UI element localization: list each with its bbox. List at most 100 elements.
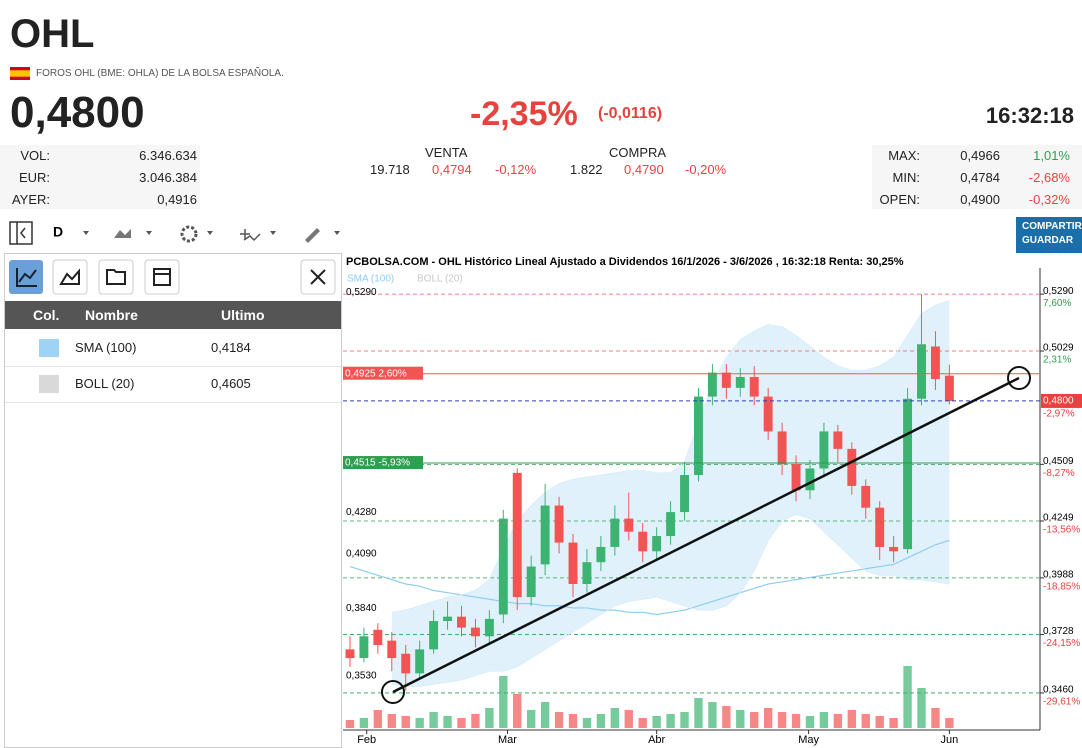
- compra-price: 0,4790: [624, 162, 664, 177]
- legend-entry: BOLL (20): [417, 274, 463, 285]
- stats-left: VOL: 6.346.634 EUR: 3.046.384 AYER: 0,49…: [0, 145, 200, 209]
- price: 0,4800: [10, 88, 145, 137]
- indicators[interactable]: [240, 229, 261, 242]
- volume-bar: [527, 710, 536, 728]
- boll-lower: [391, 513, 950, 687]
- draw-tools[interactable]: [305, 228, 320, 243]
- stat-label: EUR:: [18, 170, 50, 185]
- price-label: 0,4280: [346, 507, 377, 518]
- candle-body: [359, 636, 369, 659]
- indicator-panel: Col. Nombre Ultimo SMA (100) 0,4184 BOLL (…: [4, 253, 342, 748]
- y-tick-pct: -18,85%: [1043, 582, 1080, 593]
- candle-body: [512, 472, 522, 598]
- icon-folder[interactable]: [98, 259, 134, 295]
- venta-qty: 19.718: [370, 162, 410, 177]
- volume-bar: [875, 716, 884, 728]
- volume-bar: [401, 716, 410, 728]
- volume-bar: [359, 718, 369, 728]
- cell: 0,4605: [211, 376, 251, 391]
- candle-body: [596, 546, 606, 563]
- cell: 0,4184: [211, 340, 251, 355]
- volume-bar: [554, 712, 564, 728]
- y-tick-pct: -29,61%: [1043, 697, 1080, 708]
- volume-bar: [471, 714, 480, 728]
- volume-bar: [722, 706, 731, 728]
- candle-body: [666, 512, 676, 537]
- x-tick-label: Abr: [648, 734, 665, 746]
- stat-label: MIN:: [892, 170, 920, 185]
- stat-pct: -0,32%: [1028, 192, 1070, 207]
- volume-bar: [345, 720, 355, 728]
- price-label: 0,3840: [346, 603, 377, 614]
- level-tag: [343, 456, 423, 470]
- price-label: 0,4090: [346, 548, 377, 559]
- stat-value: 3.046.384: [139, 170, 197, 185]
- volume-bar: [596, 714, 606, 728]
- icon-indicators[interactable]: [9, 260, 43, 294]
- chart: PCBOLSA.COM - OHL Histórico Lineal Ajust…: [343, 256, 1082, 746]
- candle-body: [470, 627, 480, 637]
- compra-label: COMPRA: [609, 145, 667, 160]
- price-label: 0,3530: [346, 670, 377, 681]
- stat-value: 0,4900: [960, 192, 1000, 207]
- stat-label: AYER:: [11, 192, 50, 207]
- settings[interactable]: [180, 225, 198, 243]
- volume-bar: [708, 702, 717, 728]
- candle-body: [833, 431, 843, 449]
- level-label: 0,4515 -5,93%: [345, 458, 410, 469]
- panel-row[interactable]: BOLL (20) 0,4605: [5, 366, 341, 403]
- icon-calendar[interactable]: [144, 259, 180, 295]
- chart-title: PCBOLSA.COM - OHL Histórico Lineal Ajust…: [346, 256, 904, 268]
- trend-handle[interactable]: [381, 680, 405, 704]
- candle-body: [443, 616, 453, 622]
- y-tick-pct: -13,56%: [1043, 525, 1080, 536]
- color-swatch: [39, 339, 59, 357]
- stat-label: MAX:: [888, 148, 920, 163]
- boll-upper: [391, 300, 950, 613]
- price-label: 0,5290: [346, 287, 377, 298]
- chart-type[interactable]: [114, 229, 131, 238]
- volume-bar: [833, 714, 843, 728]
- candle-body: [819, 431, 829, 469]
- x-tick-label: May: [798, 734, 819, 746]
- stat-label: OPEN:: [879, 192, 920, 207]
- plot: 0,52907,60%0,50292,31%0,4509-8,27%0,4249…: [343, 274, 1082, 746]
- volume-bar: [568, 714, 578, 728]
- sma-line: [349, 539, 950, 616]
- volume-bar: [582, 718, 592, 728]
- y-tick-label: 0,5290: [1043, 286, 1074, 297]
- candle-body: [930, 346, 940, 380]
- toggle-panel[interactable]: [9, 221, 33, 245]
- y-tick-label: 0,3988: [1043, 570, 1074, 581]
- panel-row[interactable]: SMA (100) 0,4184: [5, 330, 341, 367]
- candle-body: [917, 344, 926, 399]
- candle-body: [903, 398, 913, 550]
- candle-body: [345, 649, 355, 659]
- stat-value: 6.346.634: [139, 148, 197, 163]
- candle-body: [415, 649, 425, 674]
- candle-body: [429, 621, 439, 650]
- cell: SMA (100): [75, 340, 137, 355]
- venta-price: 0,4794: [432, 162, 472, 177]
- candle-body: [387, 640, 397, 659]
- candle-body: [694, 396, 703, 476]
- y-tick-pct: 2,31%: [1043, 355, 1071, 366]
- legend-entry: SMA (100): [347, 274, 394, 285]
- time: 16:32:18: [985, 103, 1074, 128]
- share-button[interactable]: COMPARTIR GUARDAR: [1016, 217, 1082, 253]
- venta-label: VENTA: [425, 145, 468, 160]
- last-price-tag: [1041, 393, 1082, 408]
- period[interactable]: D: [53, 224, 63, 240]
- volume-bar: [736, 710, 745, 728]
- volume-bar: [763, 708, 773, 728]
- volume-bar: [847, 710, 856, 728]
- trend-handle[interactable]: [1007, 366, 1031, 390]
- candle-body: [847, 448, 857, 486]
- stats-right: MAX: 0,4966 1,01% MIN: 0,4784 -2,68% OPE…: [872, 145, 1082, 209]
- trend-line[interactable]: [392, 376, 1020, 694]
- volume-bar: [485, 708, 494, 728]
- candle-body: [457, 616, 466, 628]
- candle-body: [652, 536, 662, 552]
- candle-body: [526, 566, 536, 598]
